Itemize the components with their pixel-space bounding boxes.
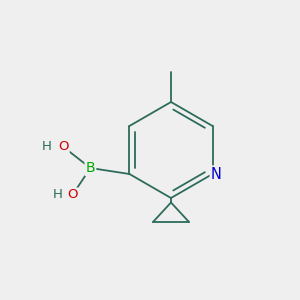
Text: H: H xyxy=(42,140,52,154)
Text: N: N xyxy=(211,167,222,182)
Text: B: B xyxy=(85,161,95,175)
Text: O: O xyxy=(67,188,78,202)
Text: O: O xyxy=(58,140,69,154)
Text: H: H xyxy=(52,188,62,202)
